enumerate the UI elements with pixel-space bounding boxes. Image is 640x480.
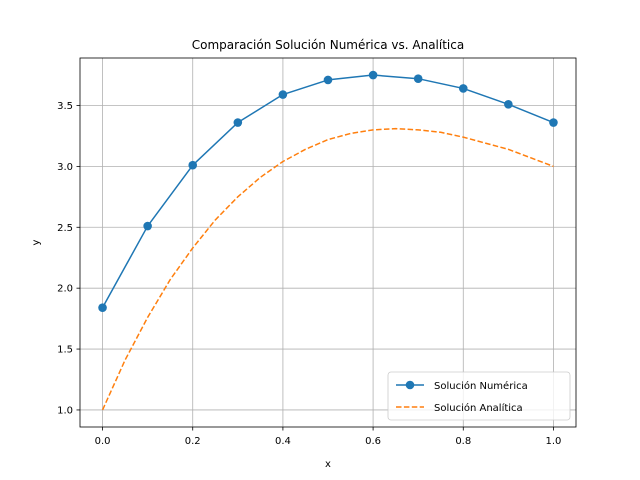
x-tick-label: 0.6 (365, 436, 381, 447)
data-point-numerica (549, 118, 558, 127)
x-tick-label: 1.0 (546, 436, 562, 447)
series-layer (98, 70, 558, 411)
y-tick-label: 3.0 (57, 162, 73, 173)
x-tick-label: 0.0 (95, 436, 111, 447)
chart-title: Comparación Solución Numérica vs. Analít… (192, 38, 464, 52)
data-point-numerica (368, 70, 378, 80)
y-tick-label: 1.0 (57, 405, 73, 416)
y-axis: 1.0 1.5 2.0 2.5 3.0 3.5 (57, 101, 80, 416)
x-axis-label: x (325, 459, 331, 470)
y-tick-label: 2.5 (57, 223, 73, 234)
data-point-numerica (188, 160, 198, 170)
legend-label-analitica: Solución Analítica (434, 402, 523, 414)
data-point-numerica (278, 90, 288, 99)
data-point-numerica (323, 75, 333, 85)
y-tick-label: 3.5 (57, 101, 73, 112)
y-axis-label: y (31, 239, 42, 245)
legend-marker-numerica (405, 380, 415, 390)
y-tick-label: 1.5 (57, 345, 73, 356)
x-axis: 0.0 0.2 0.4 0.6 0.8 1.0 (95, 427, 562, 447)
data-point-numerica (458, 84, 468, 93)
series-line-analitica (101, 127, 554, 411)
legend-box (387, 371, 571, 421)
data-point-numerica (98, 303, 107, 312)
legend: Solución Numérica Solución Analítica (387, 371, 571, 421)
data-point-numerica (233, 118, 243, 127)
y-tick-label: 2.0 (57, 284, 73, 295)
legend-label-numerica: Solución Numérica (434, 380, 528, 392)
data-point-numerica (143, 221, 152, 231)
plot-frame (79, 57, 577, 428)
x-tick-label: 0.8 (455, 436, 471, 447)
x-tick-label: 0.4 (275, 436, 291, 447)
data-point-numerica (413, 74, 423, 84)
x-tick-label: 0.2 (185, 436, 201, 447)
grid (80, 58, 576, 427)
data-point-numerica (504, 99, 513, 109)
